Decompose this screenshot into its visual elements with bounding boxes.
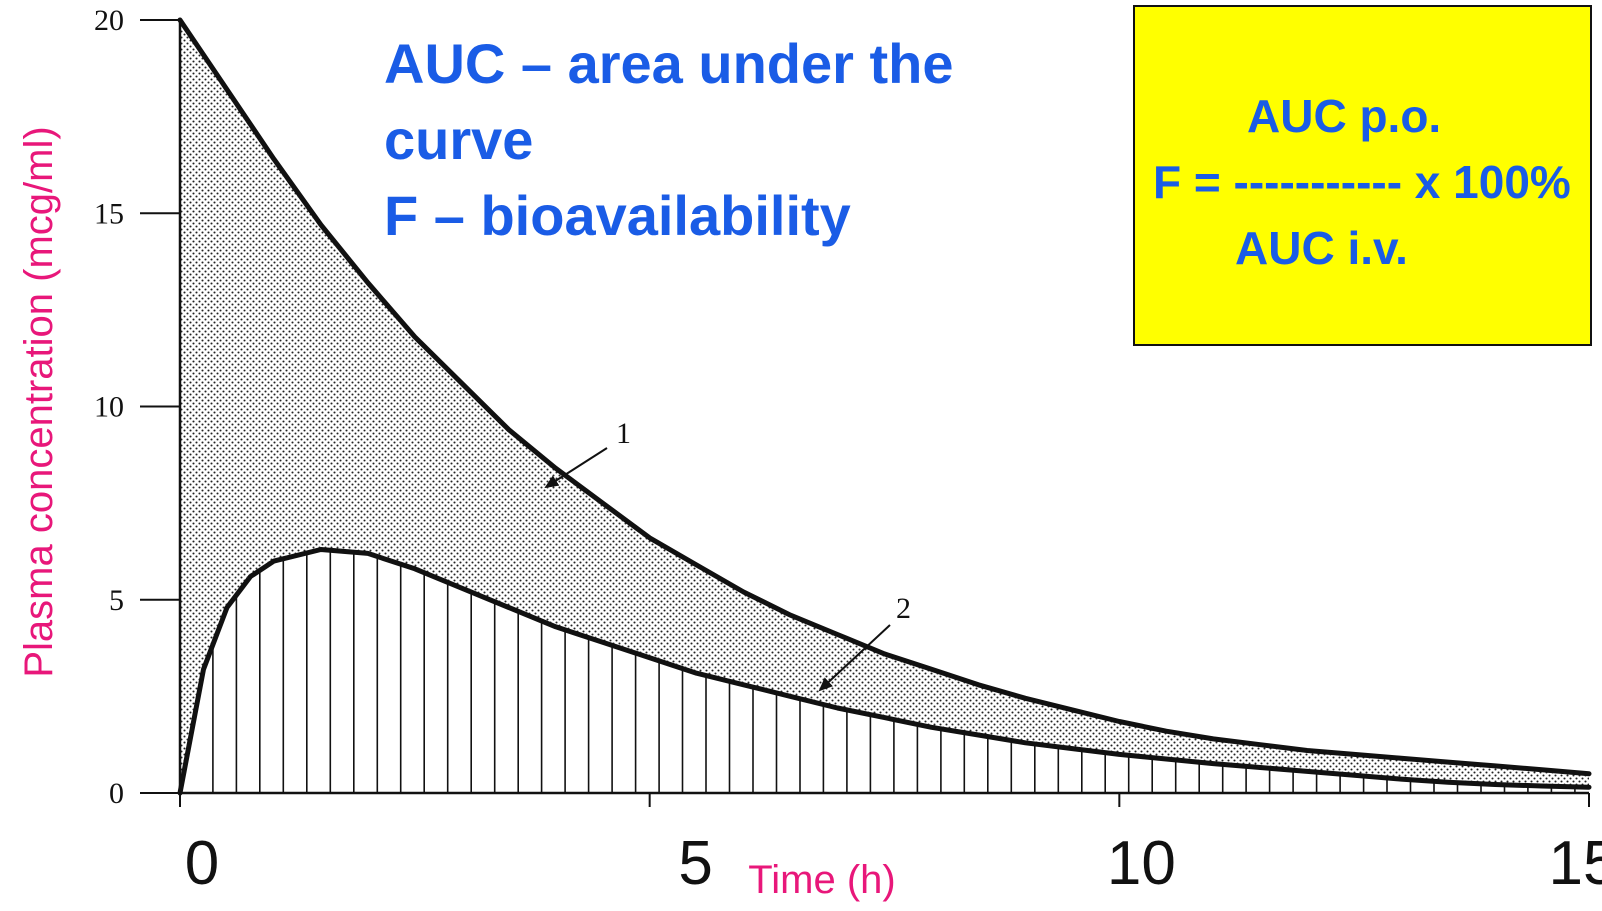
- x-tick-label: 0: [185, 829, 219, 898]
- curve-2-arrow: [818, 624, 891, 692]
- y-tick-label: 15: [94, 197, 124, 230]
- y-tick-label: 5: [109, 584, 124, 617]
- y-tick-label: 0: [109, 777, 124, 810]
- series-2-area: [180, 549, 1589, 793]
- curve-1-label: 1: [616, 417, 631, 450]
- series-1-line: [177, 17, 1592, 777]
- x-axis-label: Time (h): [748, 858, 895, 902]
- legend-line-auc: AUC – area under the: [384, 32, 954, 95]
- y-axis-label: Plasma concentration (mcg/ml): [17, 126, 61, 677]
- formula-numerator: AUC p.o.: [1247, 90, 1442, 142]
- x-tick-label: 5: [678, 829, 712, 898]
- formula-fraction-line: F = ----------- x 100%: [1153, 156, 1571, 208]
- series-1-area: [180, 20, 1589, 793]
- bioavailability-formula-box: AUC p.o. F = ----------- x 100% AUC i.v.: [1133, 5, 1592, 346]
- curve-1-arrow: [544, 447, 608, 489]
- series-2-line: [177, 547, 1592, 796]
- auc-legend: AUC – area under the curve F – bioavaila…: [384, 26, 1004, 254]
- formula-denominator: AUC i.v.: [1235, 222, 1408, 274]
- legend-line-curve: curve: [384, 108, 534, 171]
- y-tick-label: 20: [94, 4, 124, 37]
- y-tick-label: 10: [94, 391, 124, 424]
- legend-line-bioavailability: F – bioavailability: [384, 184, 851, 247]
- curve-2-label: 2: [896, 592, 911, 625]
- x-tick-label: 15: [1549, 829, 1602, 898]
- x-tick-label: 10: [1107, 829, 1176, 898]
